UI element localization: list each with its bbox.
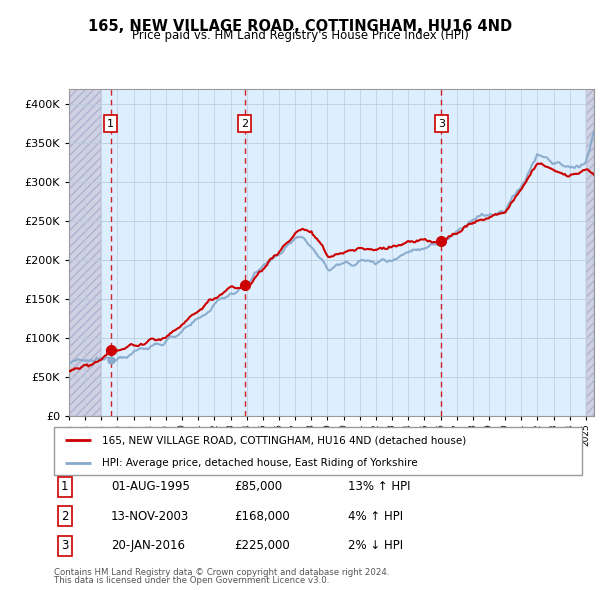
- Text: 3: 3: [61, 539, 68, 552]
- Text: 3: 3: [438, 119, 445, 129]
- Text: 165, NEW VILLAGE ROAD, COTTINGHAM, HU16 4ND: 165, NEW VILLAGE ROAD, COTTINGHAM, HU16 …: [88, 19, 512, 34]
- Text: HPI: Average price, detached house, East Riding of Yorkshire: HPI: Average price, detached house, East…: [101, 458, 417, 468]
- Text: 1: 1: [61, 480, 68, 493]
- Text: Contains HM Land Registry data © Crown copyright and database right 2024.: Contains HM Land Registry data © Crown c…: [54, 568, 389, 577]
- Text: 20-JAN-2016: 20-JAN-2016: [111, 539, 185, 552]
- Text: 2: 2: [61, 510, 68, 523]
- Text: 2% ↓ HPI: 2% ↓ HPI: [348, 539, 403, 552]
- Text: This data is licensed under the Open Government Licence v3.0.: This data is licensed under the Open Gov…: [54, 576, 329, 585]
- Text: £168,000: £168,000: [234, 510, 290, 523]
- Text: 4% ↑ HPI: 4% ↑ HPI: [348, 510, 403, 523]
- Bar: [69, 88, 101, 416]
- Text: 13-NOV-2003: 13-NOV-2003: [111, 510, 189, 523]
- Text: 2: 2: [241, 119, 248, 129]
- Text: Price paid vs. HM Land Registry's House Price Index (HPI): Price paid vs. HM Land Registry's House …: [131, 30, 469, 42]
- Text: 1: 1: [107, 119, 114, 129]
- Text: £225,000: £225,000: [234, 539, 290, 552]
- Text: 01-AUG-1995: 01-AUG-1995: [111, 480, 190, 493]
- Text: 165, NEW VILLAGE ROAD, COTTINGHAM, HU16 4ND (detached house): 165, NEW VILLAGE ROAD, COTTINGHAM, HU16 …: [101, 435, 466, 445]
- Bar: [586, 88, 594, 416]
- Text: £85,000: £85,000: [234, 480, 282, 493]
- Text: 13% ↑ HPI: 13% ↑ HPI: [348, 480, 410, 493]
